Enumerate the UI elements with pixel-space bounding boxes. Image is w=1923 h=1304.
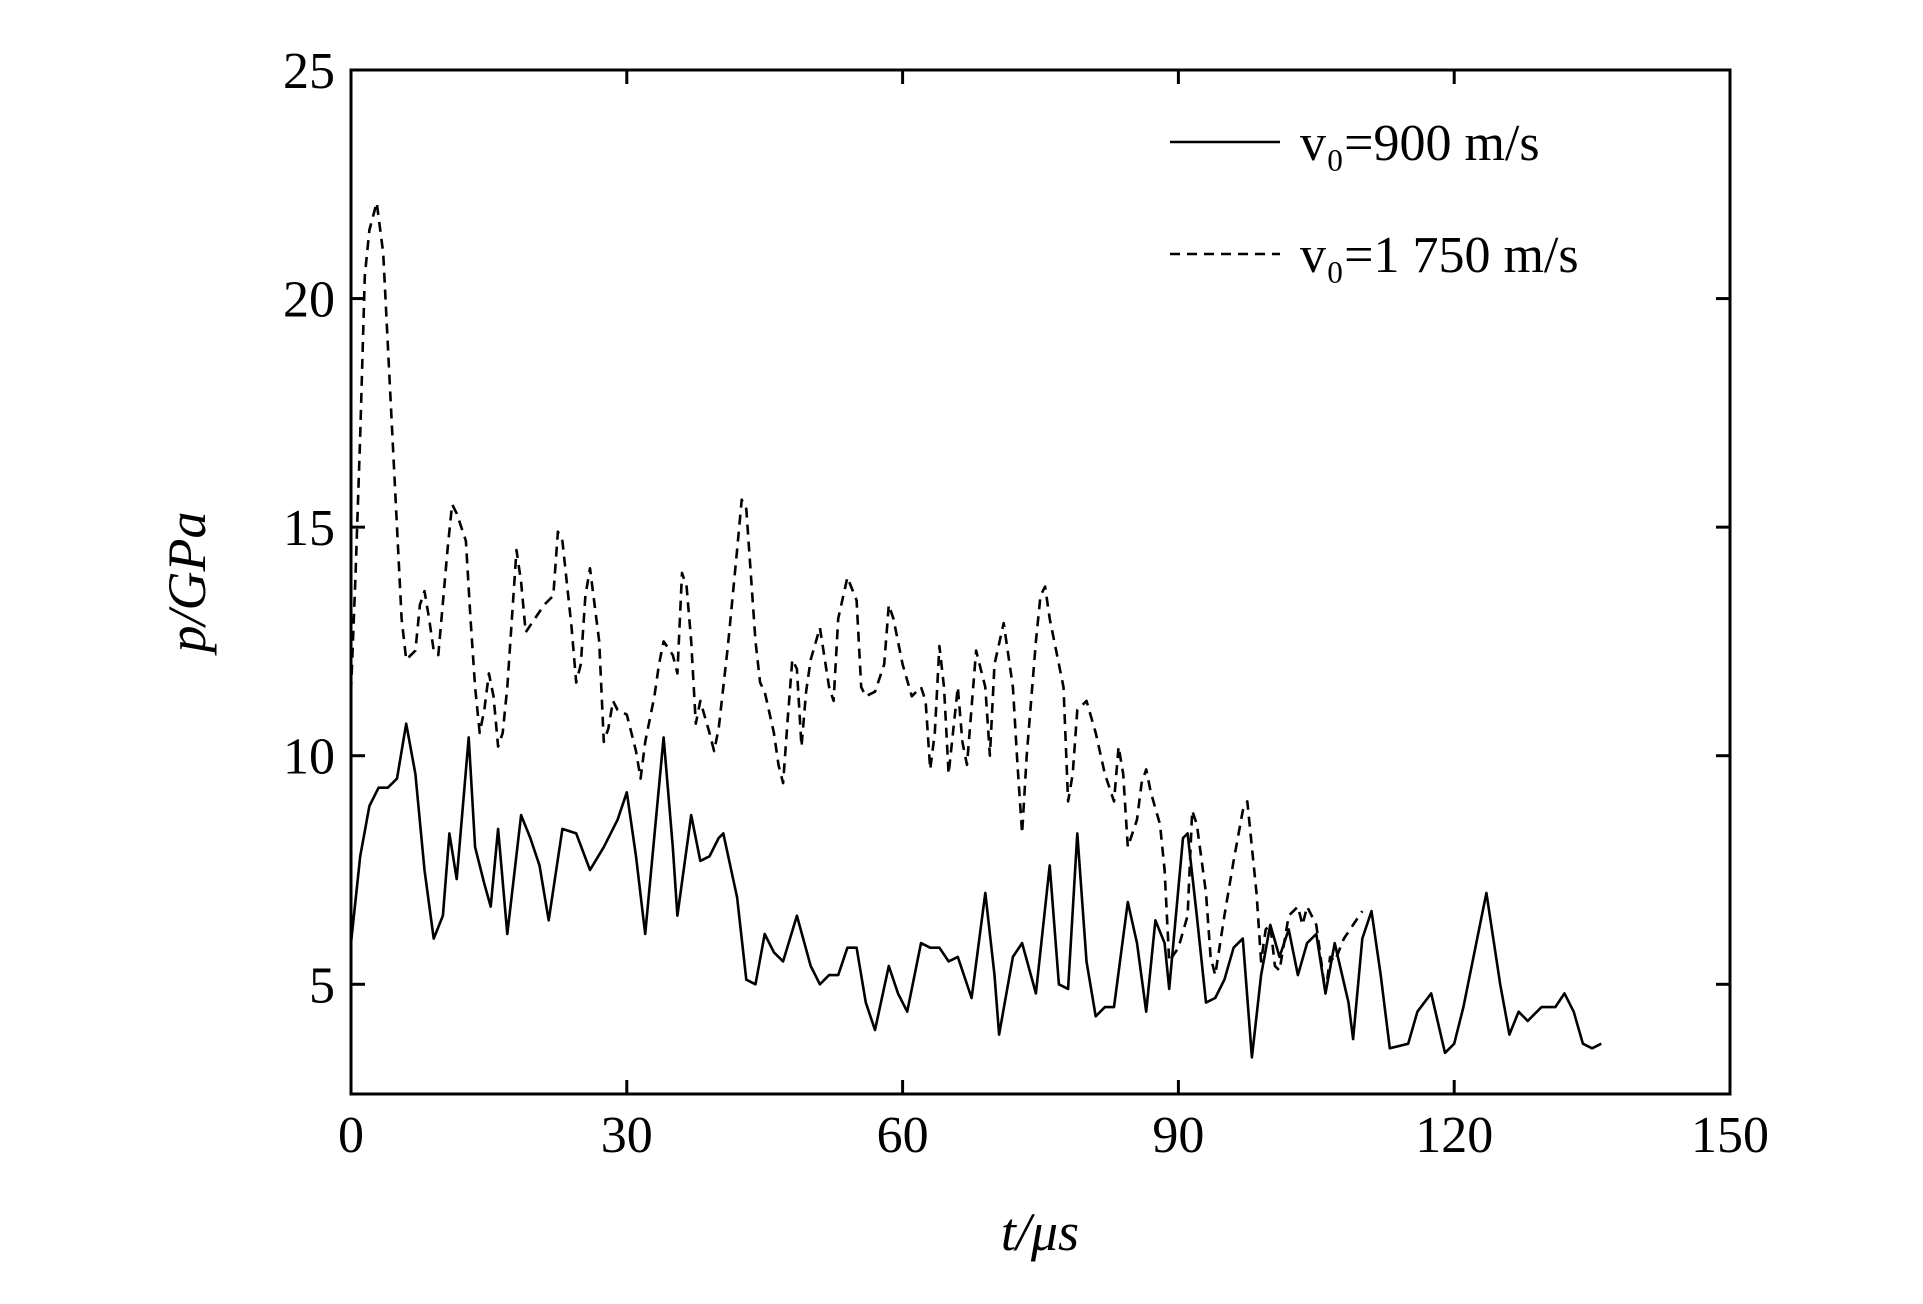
data-line [349, 722, 1602, 1059]
legend: v₀=900 m/s v₀=1 750 m/s [1170, 115, 1579, 284]
x-tick-label: 120 [1415, 1107, 1493, 1164]
y-tick-label: 20 [283, 272, 335, 329]
y-tick-label: 5 [309, 957, 335, 1014]
y-tick-label: 25 [283, 43, 335, 100]
legend-label: v₀=900 m/s [1300, 115, 1540, 172]
x-tick-label: 150 [1691, 1107, 1769, 1164]
y-axis-label: p/GPa [157, 512, 217, 657]
x-tick-label: 30 [601, 1107, 653, 1164]
plot-frame [349, 68, 1732, 1096]
x-axis-label: t/μs [1001, 1202, 1079, 1262]
x-tick-label: 60 [877, 1107, 929, 1164]
x-tick-label: 0 [338, 1107, 364, 1164]
y-tick-label: 10 [283, 729, 335, 786]
y-tick-label: 15 [283, 500, 335, 557]
legend-label: v₀=1 750 m/s [1300, 227, 1579, 284]
x-tick-label: 90 [1152, 1107, 1204, 1164]
data-line [349, 201, 1364, 995]
